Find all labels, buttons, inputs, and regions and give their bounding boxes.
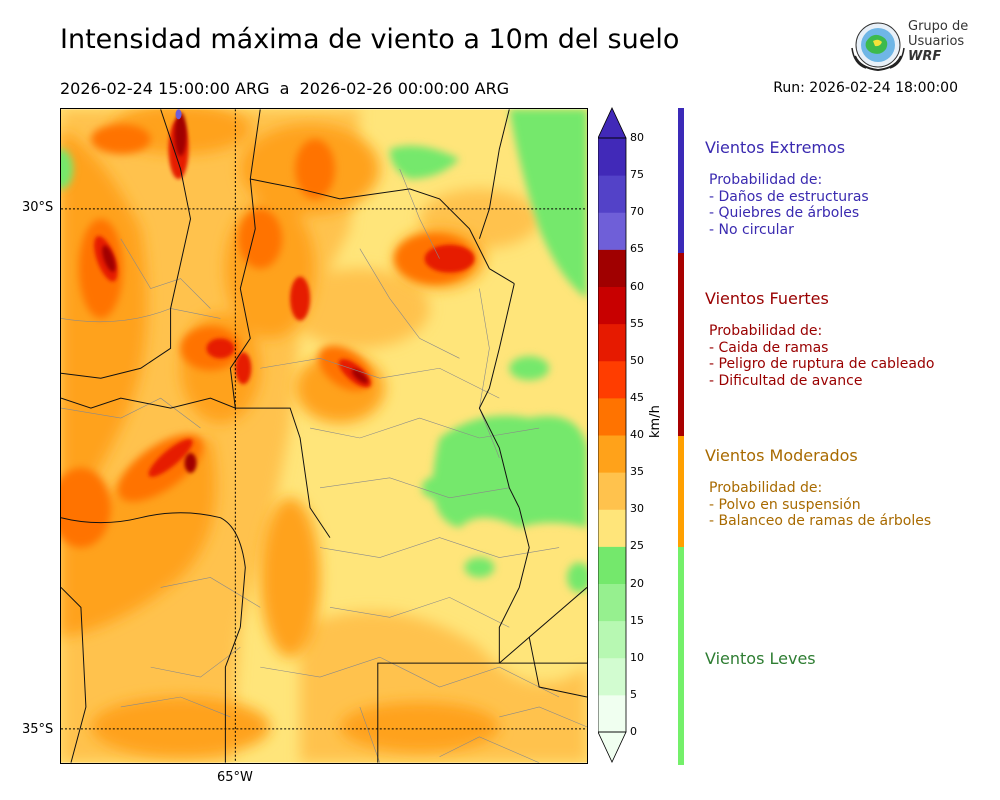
desc-line: - Polvo en suspensión bbox=[709, 496, 861, 513]
wind-field-extreme bbox=[175, 109, 182, 120]
colorbar-tick-label: 55 bbox=[630, 316, 644, 330]
colorbar-tick-label: 50 bbox=[630, 353, 644, 367]
logo-line-2: Usuarios bbox=[908, 34, 965, 49]
logo-line-1: Grupo de bbox=[908, 19, 969, 34]
colorbar-segment bbox=[598, 212, 626, 250]
category-title-strong: Vientos Fuertes bbox=[705, 289, 829, 308]
colorbar-segment bbox=[598, 323, 626, 362]
colorbar-segment bbox=[598, 249, 626, 287]
category-bar-strong bbox=[678, 253, 684, 436]
category-title-moderate: Vientos Moderados bbox=[705, 446, 858, 465]
colorbar-segment bbox=[598, 657, 626, 696]
category-desc-moderate: Probabilidad de: - Polvo en suspensión -… bbox=[709, 480, 931, 530]
category-title-extreme: Vientos Extremos bbox=[705, 138, 846, 157]
category-desc-strong: Probabilidad de: - Caida de ramas - Peli… bbox=[709, 323, 934, 389]
desc-line: Probabilidad de: bbox=[709, 323, 823, 339]
colorbar-unit-label: km/h bbox=[648, 405, 663, 438]
colorbar-overflow-triangle bbox=[598, 107, 627, 139]
wind-speed-colorbar bbox=[598, 107, 627, 763]
colorbar-segment bbox=[598, 360, 626, 399]
colorbar-tick-label: 35 bbox=[630, 465, 644, 479]
lat-label-35s: 35°S bbox=[22, 722, 54, 737]
desc-line: - No circular bbox=[709, 221, 794, 238]
wind-field-20-25 bbox=[61, 109, 587, 593]
colorbar-segment bbox=[598, 138, 626, 176]
category-title-light: Vientos Leves bbox=[705, 649, 816, 668]
grupo-usuarios-wrf-logo bbox=[851, 22, 905, 72]
colorbar-segment bbox=[598, 175, 626, 213]
colorbar-tick-label: 70 bbox=[630, 205, 644, 219]
wind-field-50-60 bbox=[94, 119, 475, 477]
colorbar-segment bbox=[598, 583, 626, 622]
category-bar-moderate bbox=[678, 436, 684, 547]
page-title: Intensidad máxima de viento a 10m del su… bbox=[60, 24, 680, 55]
colorbar-tick-label: 40 bbox=[630, 428, 644, 441]
colorbar-tick-label: 75 bbox=[630, 168, 644, 182]
colorbar-tick-label: 25 bbox=[630, 539, 644, 553]
colorbar-segment bbox=[598, 397, 626, 436]
colorbar-tick-label: 10 bbox=[630, 650, 644, 664]
lat-label-30s: 30°S bbox=[22, 200, 54, 215]
forecast-date-range: 2026-02-24 15:00:00 ARG a 2026-02-26 00:… bbox=[60, 79, 510, 98]
colorbar-tick-label: 15 bbox=[630, 613, 644, 627]
desc-line: - Daños de estructuras bbox=[709, 188, 869, 205]
colorbar-tick-label: 0 bbox=[630, 725, 637, 738]
colorbar-tick-label: 5 bbox=[630, 687, 637, 701]
desc-line: Probabilidad de: bbox=[709, 480, 823, 496]
logo-line-3: WRF bbox=[908, 49, 942, 64]
colorbar-segment bbox=[598, 546, 626, 584]
run-timestamp: Run: 2026-02-24 18:00:00 bbox=[773, 80, 958, 96]
colorbar-segment bbox=[598, 620, 626, 659]
desc-line: - Peligro de ruptura de cableado bbox=[709, 356, 935, 372]
colorbar-tick-label: 45 bbox=[630, 390, 644, 404]
category-bar-extreme bbox=[678, 108, 684, 253]
colorbar-tick-label: 30 bbox=[630, 502, 644, 516]
desc-line: - Caida de ramas bbox=[709, 339, 829, 356]
department-borders bbox=[61, 168, 587, 763]
desc-line: Probabilidad de: bbox=[709, 172, 823, 188]
wind-field-60-65 bbox=[102, 112, 368, 473]
desc-line: - Quiebres de árboles bbox=[709, 205, 860, 221]
lon-label-65w: 65°W bbox=[217, 770, 253, 785]
category-desc-extreme: Probabilidad de: - Daños de estructuras … bbox=[709, 172, 869, 238]
colorbar-tick-label: 20 bbox=[630, 576, 644, 590]
desc-line: - Dificultad de avance bbox=[709, 372, 863, 389]
colorbar-segment bbox=[598, 694, 626, 733]
graticule bbox=[61, 109, 587, 763]
colorbar-segment bbox=[598, 509, 626, 547]
colorbar-segment bbox=[598, 472, 626, 510]
colorbar-segment bbox=[598, 286, 626, 325]
category-bar-light bbox=[678, 547, 684, 765]
province-borders bbox=[61, 109, 587, 763]
colorbar-underflow-triangle bbox=[598, 731, 627, 763]
logo-text: Grupo de Usuarios WRF bbox=[908, 19, 968, 64]
wind-intensity-map bbox=[60, 108, 588, 764]
colorbar-tick-label: 60 bbox=[630, 279, 644, 293]
desc-line: - Balanceo de ramas de árboles bbox=[709, 513, 932, 529]
colorbar-tick-label: 80 bbox=[630, 131, 644, 144]
colorbar-tick-label: 65 bbox=[630, 242, 644, 256]
colorbar-segment bbox=[598, 435, 626, 473]
